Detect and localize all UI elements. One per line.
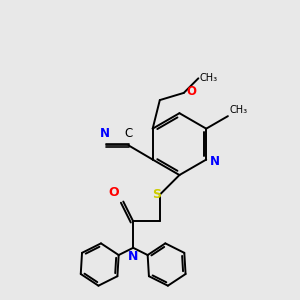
Text: O: O: [108, 186, 119, 199]
Text: N: N: [210, 155, 220, 168]
Text: O: O: [186, 85, 196, 98]
Text: CH₃: CH₃: [200, 73, 218, 83]
Text: N: N: [100, 128, 110, 140]
Text: S: S: [152, 188, 160, 201]
Text: CH₃: CH₃: [230, 105, 247, 115]
Text: C: C: [124, 127, 133, 140]
Text: N: N: [128, 250, 138, 263]
